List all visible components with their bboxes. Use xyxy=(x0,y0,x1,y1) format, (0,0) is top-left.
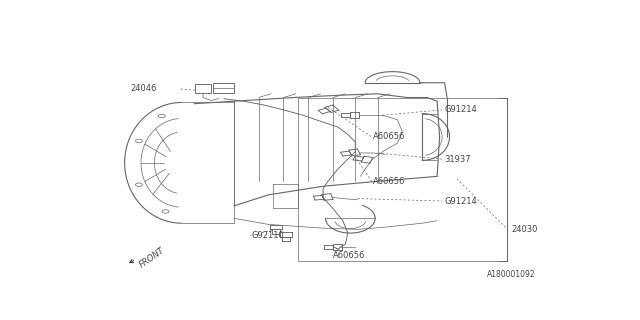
Text: A60656: A60656 xyxy=(372,177,405,186)
Text: 31937: 31937 xyxy=(445,155,471,164)
Text: G92110: G92110 xyxy=(251,231,284,240)
Bar xyxy=(195,84,211,93)
Text: A180001092: A180001092 xyxy=(486,270,535,279)
Text: 24030: 24030 xyxy=(511,225,538,234)
Text: 24046: 24046 xyxy=(131,84,157,93)
Bar xyxy=(298,98,507,261)
Bar xyxy=(213,83,234,93)
Text: G91214: G91214 xyxy=(445,105,477,114)
Text: A60656: A60656 xyxy=(372,132,405,141)
Text: A60656: A60656 xyxy=(333,251,365,260)
Text: G91214: G91214 xyxy=(445,196,477,205)
Text: FRONT: FRONT xyxy=(138,246,166,270)
